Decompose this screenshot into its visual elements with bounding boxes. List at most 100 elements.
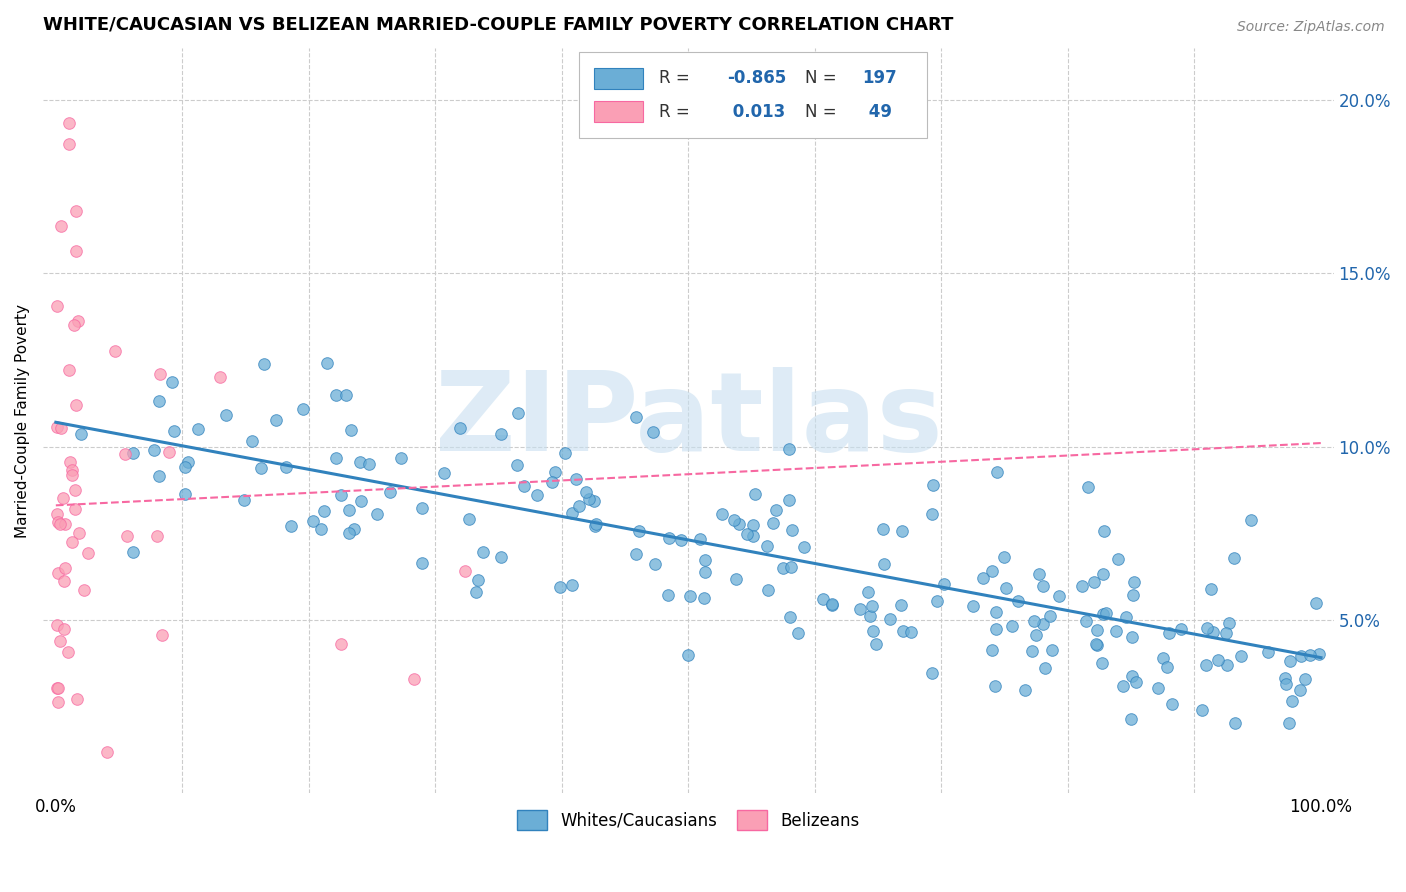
Point [264,412,287,426]
Point [873,557,896,571]
Point [253,358,276,372]
Point [280,519,302,533]
Point [55,561,77,575]
Point [1161,697,1184,711]
Text: R =: R = [659,103,689,120]
Point [1085,637,1108,651]
Point [339,525,361,540]
Point [173,487,195,501]
Point [1223,551,1246,566]
Point [1278,716,1301,731]
Point [454,565,477,579]
Point [1021,644,1043,658]
Point [1153,651,1175,665]
Point [986,466,1008,480]
Point [1032,616,1054,631]
Point [1156,660,1178,674]
Legend: Whites/Caucasians, Belizeans: Whites/Caucasians, Belizeans [510,804,866,837]
Point [53,622,76,636]
Point [1047,590,1070,604]
Point [250,460,273,475]
Point [380,484,402,499]
Point [1289,682,1312,697]
Point [432,467,454,481]
Point [787,625,810,640]
Point [669,533,692,547]
Point [1025,628,1047,642]
Point [366,508,388,522]
Point [1085,624,1108,638]
Point [1191,703,1213,717]
Point [813,592,835,607]
Point [1274,671,1296,685]
Point [890,598,912,612]
Point [1039,609,1062,624]
Point [1202,624,1225,639]
Point [1121,630,1143,644]
Point [62,463,84,477]
Point [46,681,69,696]
Point [70,426,93,441]
Point [658,531,681,545]
Point [962,599,984,613]
Point [343,522,366,536]
Point [657,588,679,602]
Point [540,475,562,490]
Point [46,618,69,632]
Point [233,493,256,508]
Point [389,451,412,466]
Point [1215,625,1237,640]
Point [627,524,650,539]
Point [1085,639,1108,653]
Point [1007,594,1029,608]
Point [209,370,232,384]
Point [1279,654,1302,668]
Point [1305,597,1327,611]
Point [972,570,994,584]
Point [1308,647,1330,661]
Point [1077,480,1099,494]
Point [65,204,87,219]
Point [1123,575,1146,590]
Point [848,602,870,616]
Point [1218,615,1240,630]
Point [1195,621,1218,635]
Point [76,546,98,560]
Point [856,585,879,599]
Point [762,516,785,530]
Point [921,666,943,681]
Point [62,467,84,482]
Point [402,672,425,686]
Point [561,506,583,520]
Point [1239,513,1261,527]
Point [779,610,801,624]
Point [981,643,1004,657]
Point [65,398,87,412]
Point [1091,656,1114,670]
Text: -0.865: -0.865 [727,70,786,87]
Point [325,450,347,465]
Point [1083,574,1105,589]
Point [491,549,513,564]
Point [921,507,943,521]
Point [1121,669,1143,683]
Point [578,491,600,506]
Point [934,577,956,591]
Point [1206,653,1229,667]
Point [505,458,527,472]
Point [626,547,648,561]
Point [1122,588,1144,602]
Point [330,488,353,502]
Point [574,485,596,500]
Point [1001,619,1024,633]
Point [122,544,145,558]
Point [737,526,759,541]
Point [464,584,486,599]
Point [765,503,787,517]
Point [1147,681,1170,695]
Point [891,624,914,638]
Point [689,533,711,547]
Point [163,424,186,438]
Point [359,457,381,471]
Point [96,745,118,759]
